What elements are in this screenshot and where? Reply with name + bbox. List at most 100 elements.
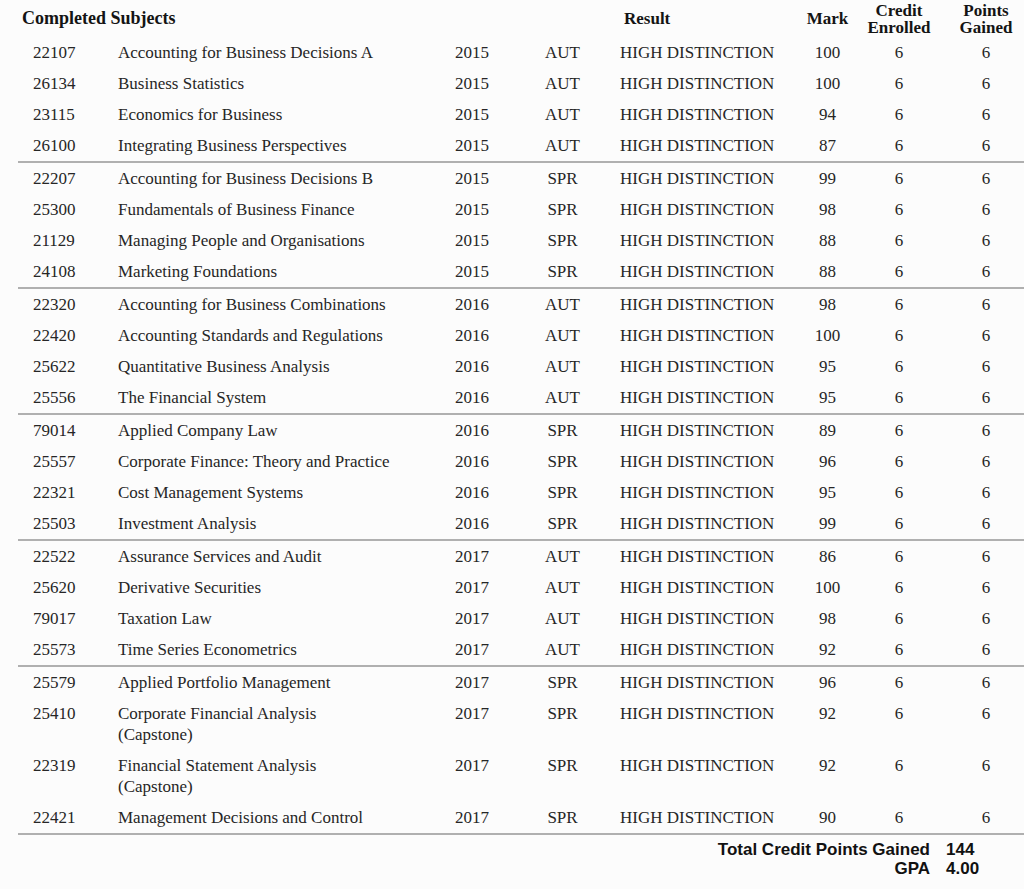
credit-enrolled: 6 bbox=[850, 750, 948, 802]
mark: 89 bbox=[805, 414, 850, 446]
mark: 100 bbox=[805, 572, 850, 603]
session: AUT bbox=[515, 130, 610, 162]
subject-name: Economics for Business bbox=[118, 99, 453, 130]
table-row: 22207Accounting for Business Decisions B… bbox=[18, 162, 1024, 194]
points-gained: 6 bbox=[948, 477, 1024, 508]
session: AUT bbox=[515, 351, 610, 382]
total-credit-points-label: Total Credit Points Gained bbox=[0, 840, 930, 859]
year: 2016 bbox=[453, 320, 515, 351]
subject-name: Accounting for Business Combinations bbox=[118, 288, 453, 320]
credit-enrolled: 6 bbox=[850, 382, 948, 414]
session: AUT bbox=[515, 37, 610, 68]
credit-enrolled: 6 bbox=[850, 68, 948, 99]
subject-name: Accounting for Business Decisions A bbox=[118, 37, 453, 68]
table-row: 25622Quantitative Business Analysis2016A… bbox=[18, 351, 1024, 382]
completed-subjects-table: Completed Subjects Result Mark Credit En… bbox=[18, 0, 1024, 835]
points-gained: 6 bbox=[948, 194, 1024, 225]
table-row: 22319Financial Statement Analysis(Capsto… bbox=[18, 750, 1024, 802]
year: 2015 bbox=[453, 194, 515, 225]
gpa-row: GPA 4.00 bbox=[0, 859, 1024, 878]
result: HIGH DISTINCTION bbox=[610, 572, 805, 603]
table-header: Completed Subjects Result Mark Credit En… bbox=[18, 0, 1024, 37]
subject-code: 25622 bbox=[18, 351, 118, 382]
session: SPR bbox=[515, 477, 610, 508]
points-gained: 6 bbox=[948, 162, 1024, 194]
table-row: 25503Investment Analysis2016SPRHIGH DIST… bbox=[18, 508, 1024, 540]
gpa-value: 4.00 bbox=[946, 859, 979, 878]
points-gained: 6 bbox=[948, 320, 1024, 351]
subject-code: 23115 bbox=[18, 99, 118, 130]
subject-code: 22319 bbox=[18, 750, 118, 802]
result: HIGH DISTINCTION bbox=[610, 68, 805, 99]
points-gained: 6 bbox=[948, 68, 1024, 99]
subject-code: 24108 bbox=[18, 256, 118, 288]
year: 2017 bbox=[453, 802, 515, 834]
mark: 86 bbox=[805, 540, 850, 572]
subject-code: 25557 bbox=[18, 446, 118, 477]
mark: 92 bbox=[805, 698, 850, 750]
subject-name: Financial Statement Analysis(Capstone) bbox=[118, 750, 453, 802]
year: 2016 bbox=[453, 508, 515, 540]
session: SPR bbox=[515, 802, 610, 834]
table-row: 22522Assurance Services and Audit2017AUT… bbox=[18, 540, 1024, 572]
table-row: 25557Corporate Finance: Theory and Pract… bbox=[18, 446, 1024, 477]
subject-name: Assurance Services and Audit bbox=[118, 540, 453, 572]
semester-group: 79014Applied Company Law2016SPRHIGH DIST… bbox=[18, 414, 1024, 540]
result: HIGH DISTINCTION bbox=[610, 698, 805, 750]
mark: 98 bbox=[805, 194, 850, 225]
session: AUT bbox=[515, 603, 610, 634]
subject-name-line2: (Capstone) bbox=[118, 724, 453, 745]
points-gained: 6 bbox=[948, 288, 1024, 320]
credit-enrolled: 6 bbox=[850, 99, 948, 130]
session: AUT bbox=[515, 99, 610, 130]
session: SPR bbox=[515, 256, 610, 288]
result: HIGH DISTINCTION bbox=[610, 540, 805, 572]
mark: 98 bbox=[805, 288, 850, 320]
session: AUT bbox=[515, 540, 610, 572]
subject-code: 22420 bbox=[18, 320, 118, 351]
subject-code: 22107 bbox=[18, 37, 118, 68]
subject-code: 25410 bbox=[18, 698, 118, 750]
semester-group: 22207Accounting for Business Decisions B… bbox=[18, 162, 1024, 288]
result: HIGH DISTINCTION bbox=[610, 382, 805, 414]
table-row: 22321Cost Management Systems2016SPRHIGH … bbox=[18, 477, 1024, 508]
gpa-label: GPA bbox=[0, 859, 930, 878]
year: 2017 bbox=[453, 572, 515, 603]
mark: 99 bbox=[805, 508, 850, 540]
total-credit-points-value: 144 bbox=[946, 840, 974, 859]
result: HIGH DISTINCTION bbox=[610, 477, 805, 508]
subject-code: 79017 bbox=[18, 603, 118, 634]
year: 2016 bbox=[453, 288, 515, 320]
table-row: 22420Accounting Standards and Regulation… bbox=[18, 320, 1024, 351]
result: HIGH DISTINCTION bbox=[610, 414, 805, 446]
column-header-result: Result bbox=[610, 0, 805, 37]
points-gained: 6 bbox=[948, 572, 1024, 603]
points-gained: 6 bbox=[948, 99, 1024, 130]
credit-enrolled: 6 bbox=[850, 194, 948, 225]
result: HIGH DISTINCTION bbox=[610, 603, 805, 634]
result: HIGH DISTINCTION bbox=[610, 37, 805, 68]
column-header-credit-enrolled: Credit Enrolled bbox=[850, 0, 948, 37]
session: AUT bbox=[515, 382, 610, 414]
page-title: Completed Subjects bbox=[18, 0, 453, 37]
points-gained: 6 bbox=[948, 225, 1024, 256]
points-gained: 6 bbox=[948, 540, 1024, 572]
subject-code: 22320 bbox=[18, 288, 118, 320]
transcript-page: Completed Subjects Result Mark Credit En… bbox=[0, 0, 1024, 889]
credit-enrolled: 6 bbox=[850, 508, 948, 540]
session: AUT bbox=[515, 320, 610, 351]
subject-name: Accounting for Business Decisions B bbox=[118, 162, 453, 194]
subject-name: Quantitative Business Analysis bbox=[118, 351, 453, 382]
semester-group: 22107Accounting for Business Decisions A… bbox=[18, 37, 1024, 162]
year: 2015 bbox=[453, 225, 515, 256]
subject-name-line2: (Capstone) bbox=[118, 776, 453, 797]
subject-name: Integrating Business Perspectives bbox=[118, 130, 453, 162]
points-gained: 6 bbox=[948, 802, 1024, 834]
session: SPR bbox=[515, 194, 610, 225]
subject-name: Managing People and Organisations bbox=[118, 225, 453, 256]
subject-name: Business Statistics bbox=[118, 68, 453, 99]
year: 2015 bbox=[453, 37, 515, 68]
table-row: 25300Fundamentals of Business Finance201… bbox=[18, 194, 1024, 225]
points-gained: 6 bbox=[948, 37, 1024, 68]
credit-enrolled: 6 bbox=[850, 351, 948, 382]
